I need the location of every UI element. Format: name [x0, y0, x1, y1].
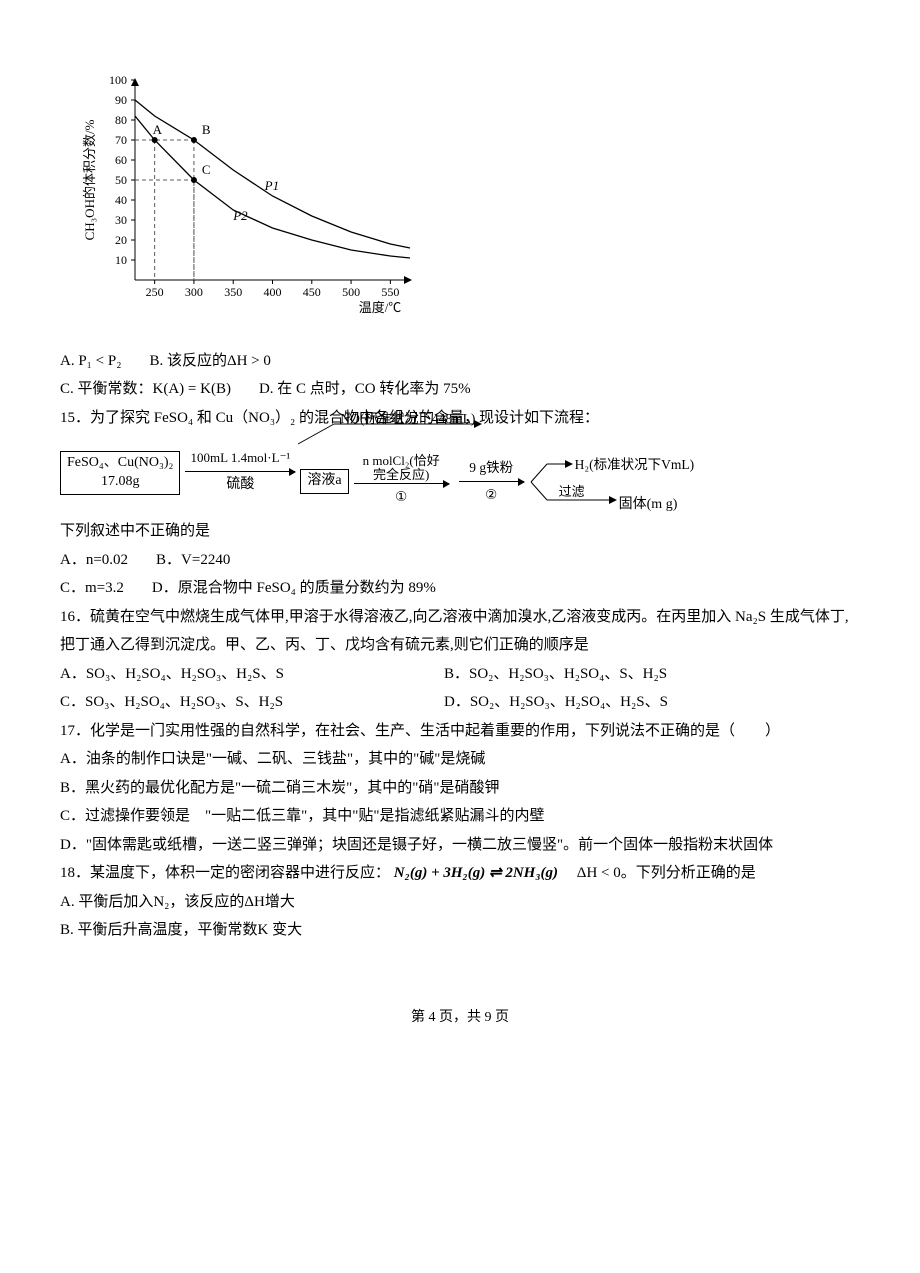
svg-text:80: 80: [115, 113, 127, 127]
q15-opts-row2: C．m=3.2 D．原混合物中 FeSO₄ 的质量分数约为 89%: [60, 574, 860, 603]
flow-arr3-bot: ②: [485, 482, 497, 508]
svg-text:90: 90: [115, 93, 127, 107]
flow-arr2-top: n molCl₂(恰好: [363, 453, 440, 468]
q16-stem: 16．硫黄在空气中燃烧生成气体甲,甲溶于水得溶液乙,向乙溶液中滴加溴水,乙溶液变…: [60, 603, 860, 660]
svg-text:500: 500: [342, 285, 360, 299]
svg-text:400: 400: [264, 285, 282, 299]
q18-opt-A: A. 平衡后加入N₂，该反应的ΔH增大: [60, 888, 860, 917]
q17-opt-D: D．"固体需匙或纸槽，一送二竖三弹弹；块固还是镊子好，一横二放三慢竖"。前一个固…: [60, 831, 860, 860]
q18-stem-b: ΔH < 0。下列分析正确的是: [562, 865, 756, 881]
svg-text:60: 60: [115, 153, 127, 167]
q14-opt-A: A. P₁ < P₂: [60, 347, 121, 376]
svg-text:A: A: [153, 122, 163, 137]
q15-opt-C: C．m=3.2: [60, 574, 124, 603]
svg-text:P2: P2: [232, 208, 248, 223]
svg-text:70: 70: [115, 133, 127, 147]
q16-opt-C: C．SO₃、H₂SO₄、H₂SO₃、S、H₂S: [60, 688, 444, 717]
flow-arr3-top: 9 g铁粉: [469, 455, 513, 481]
flow-arr2-bot: ①: [395, 484, 407, 510]
q16-opt-D: D．SO₂、H₂SO₃、H₂SO₄、H₂S、S: [444, 688, 828, 717]
svg-text:100: 100: [109, 73, 127, 87]
flow-out-H2: H₂(标准状况下VmL): [575, 452, 694, 478]
svg-text:10: 10: [115, 253, 127, 267]
ch3oh-chart: 250 300 350 400 450 500 550 10 20 30 40 50 60 70 80 90 1…: [80, 70, 860, 341]
q16-options: A．SO₃、H₂SO₄、H₂SO₃、H₂S、S B．SO₂、H₂SO₃、H₂SO…: [60, 660, 860, 717]
svg-text:30: 30: [115, 213, 127, 227]
flow-arr1-top: 100mL 1.4mol·L⁻¹: [191, 446, 291, 471]
svg-text:20: 20: [115, 233, 127, 247]
flow-branch-NO: NO(标准状况下448mL): [340, 406, 475, 432]
q17-opt-B: B．黑火药的最优化配方是"一硫二硝三木炭"，其中的"硝"是硝酸钾: [60, 774, 860, 803]
svg-text:40: 40: [115, 193, 127, 207]
svg-text:300: 300: [185, 285, 203, 299]
q16-opt-B: B．SO₂、H₂SO₃、H₂SO₄、S、H₂S: [444, 660, 828, 689]
svg-text:550: 550: [381, 285, 399, 299]
flow-box-solution-a: 溶液a: [300, 469, 348, 494]
q14-options-line1: A. P₁ < P₂ B. 该反应的ΔH > 0: [60, 347, 860, 376]
q14-options-line2: C. 平衡常数：K(A) = K(B) D. 在 C 点时，CO 转化率为 75…: [60, 375, 860, 404]
flow-box1-l1: FeSO₄、Cu(NO₃)₂: [67, 454, 173, 473]
svg-text:250: 250: [146, 285, 164, 299]
svg-text:P1: P1: [264, 178, 279, 193]
svg-text:B: B: [202, 122, 211, 137]
q18-stem: 18．某温度下，体积一定的密闭容器中进行反应： N₂(g) + 3H₂(g) ⇌…: [60, 859, 860, 888]
q15-tail: 下列叙述中不正确的是: [60, 517, 860, 546]
q14-opt-C: C. 平衡常数：K(A) = K(B): [60, 375, 231, 404]
q17-opt-C: C．过滤操作要领是 "一贴二低三靠"，其中"贴"是指滤纸紧贴漏斗的内壁: [60, 802, 860, 831]
q18-equation: N₂(g) + 3H₂(g) ⇌ 2NH₃(g): [394, 865, 558, 881]
q14-opt-B: B. 该反应的ΔH > 0: [149, 347, 270, 376]
q16-opt-A: A．SO₃、H₂SO₄、H₂SO₃、H₂S、S: [60, 660, 444, 689]
q18-opt-B: B. 平衡后升高温度，平衡常数K 变大: [60, 916, 860, 945]
svg-text:450: 450: [303, 285, 321, 299]
flow-arr1-bot: 硫酸: [226, 472, 254, 499]
q15-opt-D: D．原混合物中 FeSO₄ 的质量分数约为 89%: [152, 574, 436, 603]
q18-stem-a: 18．某温度下，体积一定的密闭容器中进行反应：: [60, 865, 390, 881]
q14-opt-D: D. 在 C 点时，CO 转化率为 75%: [259, 375, 471, 404]
q15-opts-row1: A．n=0.02 B．V=2240: [60, 546, 860, 575]
svg-text:50: 50: [115, 173, 127, 187]
svg-text:温度/℃: 温度/℃: [359, 300, 402, 315]
page-footer: 第 4 页，共 9 页: [60, 1005, 860, 1032]
flow-out-filter-label: 过滤: [559, 480, 585, 505]
flow-box1-l2: 17.08g: [67, 473, 173, 492]
svg-text:C: C: [202, 162, 211, 177]
q17-opt-A: A．油条的制作口诀是"一碱、二矾、三钱盐"，其中的"碱"是烧碱: [60, 745, 860, 774]
q17-stem: 17．化学是一门实用性强的自然科学，在社会、生产、生活中起着重要的作用，下列说法…: [60, 717, 860, 746]
q15-opt-B: B．V=2240: [156, 546, 230, 575]
q15-flow-diagram: FeSO₄、Cu(NO₃)₂ 17.08g 100mL 1.4mol·L⁻¹ 硫…: [60, 436, 860, 509]
svg-text:CH₃OH的体积分数/%: CH₃OH的体积分数/%: [82, 119, 97, 240]
svg-text:350: 350: [224, 285, 242, 299]
flow-arr2-top2: 完全反应): [373, 467, 429, 482]
q15-opt-A: A．n=0.02: [60, 546, 128, 575]
flow-box-mixture: FeSO₄、Cu(NO₃)₂ 17.08g: [60, 451, 180, 495]
flow-out-solid: 固体(m g): [619, 492, 678, 519]
